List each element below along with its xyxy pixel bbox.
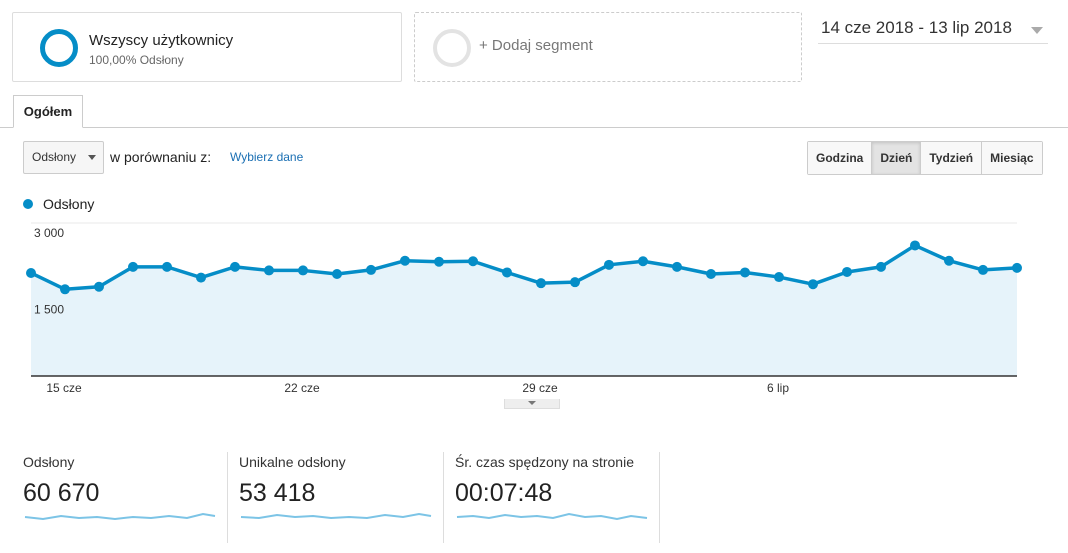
kpi-avg-time-on-page: Śr. czas spędzony na stronie 00:07:48	[455, 452, 655, 543]
granularity-toggle: Godzina Dzień Tydzień Miesiąc	[807, 141, 1043, 175]
data-point	[536, 278, 546, 289]
data-point	[570, 277, 580, 288]
kpi-label: Odsłony	[23, 454, 75, 470]
y-tick-label: 3 000	[34, 226, 64, 240]
data-point	[808, 279, 818, 290]
add-segment-button[interactable]: + Dodaj segment	[414, 12, 802, 82]
add-segment-label: + Dodaj segment	[479, 37, 593, 54]
data-point	[740, 267, 750, 278]
data-point	[332, 269, 342, 279]
data-point	[298, 265, 308, 276]
data-point	[94, 281, 104, 292]
compare-label: w porównaniu z:	[110, 149, 212, 165]
data-point	[264, 265, 274, 276]
x-tick-label: 29 cze	[522, 381, 558, 395]
kpi-sparkline	[240, 512, 432, 520]
caret-down-icon	[528, 401, 536, 405]
kpi-value: 60 670	[23, 479, 100, 507]
kpi-label: Unikalne odsłony	[239, 454, 346, 470]
data-point	[978, 264, 988, 275]
granularity-month-button[interactable]: Miesiąc	[982, 142, 1042, 174]
data-point	[434, 256, 444, 267]
granularity-hour-button[interactable]: Godzina	[808, 142, 873, 174]
data-point	[230, 261, 240, 272]
kpi-divider	[227, 452, 228, 543]
empty-segment-ring-icon	[433, 29, 471, 67]
kpi-sparkline	[456, 512, 648, 521]
data-point	[468, 256, 478, 267]
chart-legend: Odsłony	[23, 196, 94, 212]
data-point	[400, 255, 410, 266]
tab-bar-divider	[0, 127, 1068, 128]
area-fill	[31, 245, 1017, 376]
x-tick-label: 6 lip	[767, 381, 789, 395]
data-point	[876, 261, 886, 272]
granularity-day-button[interactable]: Dzień	[872, 142, 922, 174]
metric-select[interactable]: Odsłony	[23, 141, 104, 174]
y-tick-label: 1 500	[34, 303, 64, 317]
data-point	[842, 266, 852, 277]
kpi-value: 53 418	[239, 479, 316, 507]
date-range-text: 14 cze 2018 - 13 lip 2018	[821, 18, 1012, 37]
segment-ring-icon	[40, 29, 78, 67]
expand-chart-toggle[interactable]	[504, 399, 560, 409]
kpi-label: Śr. czas spędzony na stronie	[455, 454, 634, 470]
data-point	[774, 272, 784, 283]
kpi-pageviews: Odsłony 60 670	[23, 452, 223, 543]
segment-all-users[interactable]: Wszyscy użytkownicy 100,00% Odsłony	[12, 12, 402, 82]
data-point	[944, 255, 954, 266]
data-point	[706, 269, 716, 279]
data-point	[910, 240, 920, 251]
data-point	[162, 261, 172, 272]
x-tick-label: 22 cze	[284, 381, 320, 395]
data-point	[366, 264, 376, 275]
caret-down-icon	[1031, 27, 1043, 34]
data-point	[26, 267, 36, 278]
kpi-unique-pageviews: Unikalne odsłony 53 418	[239, 452, 439, 543]
data-point	[1012, 262, 1022, 273]
data-point	[672, 261, 682, 272]
date-range-picker[interactable]: 14 cze 2018 - 13 lip 2018	[818, 18, 1048, 44]
kpi-divider	[443, 452, 444, 543]
series-line	[30, 243, 1018, 292]
kpi-value: 00:07:48	[455, 479, 553, 507]
choose-data-link[interactable]: Wybierz dane	[230, 150, 304, 164]
data-point	[638, 256, 648, 267]
data-point	[604, 259, 614, 270]
tab-overall[interactable]: Ogółem	[13, 95, 83, 128]
kpi-divider	[659, 452, 660, 543]
data-point	[502, 267, 512, 278]
data-point	[128, 261, 138, 272]
pageviews-chart: 3 000 1 500 15 cze 22 cze 29 cze 6 lip	[26, 222, 1022, 395]
legend-dot-icon	[23, 199, 33, 209]
segment-title: Wszyscy użytkownicy	[89, 32, 234, 49]
legend-label: Odsłony	[43, 196, 95, 212]
caret-down-icon	[88, 155, 96, 160]
metric-select-value: Odsłony	[32, 150, 77, 164]
x-tick-label: 15 cze	[46, 381, 82, 395]
granularity-week-button[interactable]: Tydzień	[921, 142, 983, 174]
data-point	[196, 272, 206, 283]
kpi-sparkline	[24, 512, 216, 521]
data-point	[60, 284, 70, 295]
segment-subtitle: 100,00% Odsłony	[89, 53, 184, 67]
